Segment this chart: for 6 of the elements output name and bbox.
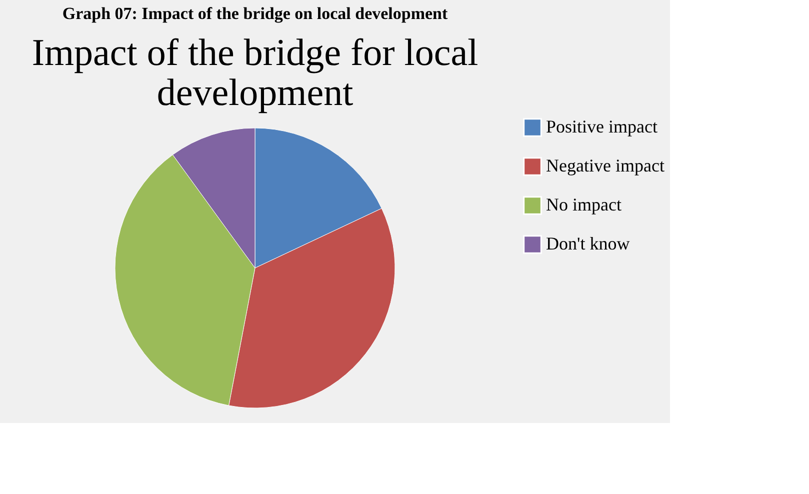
legend-label: Negative impact (546, 156, 664, 176)
chart-subtitle: Impact of the bridge for local development (32, 32, 478, 114)
legend-label: Don't know (546, 234, 630, 254)
legend-label: Positive impact (546, 116, 658, 136)
chart-title: Graph 07: Impact of the bridge on local development (62, 4, 448, 23)
legend-label: No impact (546, 194, 622, 214)
